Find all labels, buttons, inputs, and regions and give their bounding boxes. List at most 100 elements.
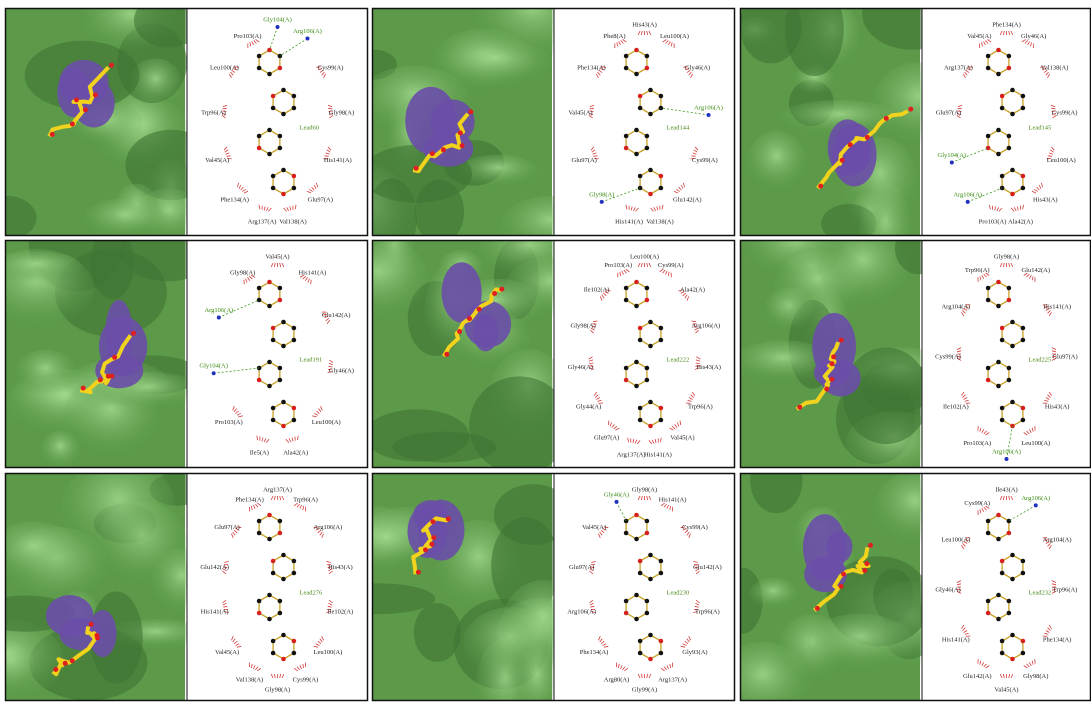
atom (267, 384, 272, 389)
oxygen (50, 132, 55, 137)
atom (648, 344, 653, 349)
residue-label: Gly98(A) (1023, 673, 1048, 680)
atom (267, 304, 272, 309)
residue-label: Glu97(A) (308, 196, 333, 203)
residue-label: Ala42(A) (283, 449, 308, 456)
atom (624, 134, 629, 139)
residue-label: Gly104(A) (263, 16, 292, 23)
surface-lobe (414, 603, 461, 662)
atom (271, 94, 276, 99)
atom (1007, 146, 1012, 151)
residue-label: His141(A) (615, 219, 643, 226)
atom (257, 146, 262, 151)
oxygen (797, 405, 802, 410)
atom (257, 66, 262, 71)
atom (996, 128, 1001, 133)
atom (659, 651, 664, 656)
atom (257, 298, 262, 303)
atom (648, 424, 653, 429)
oxygen (109, 63, 114, 68)
oxygen (492, 291, 497, 296)
atom (1007, 531, 1012, 536)
atom (986, 378, 991, 383)
residue-atom (950, 160, 954, 164)
atom (278, 66, 283, 71)
oxygen (74, 97, 79, 102)
atom (1021, 326, 1026, 331)
residue-label: Arg137(A) (658, 677, 687, 684)
ligand-label: Lead276 (300, 589, 323, 596)
atom (659, 326, 664, 331)
atom (267, 593, 272, 598)
atom (271, 418, 276, 423)
oxygen (477, 307, 482, 312)
residue-label: Cys99(A) (1052, 109, 1078, 116)
oxygen (884, 116, 889, 121)
atom (659, 571, 664, 576)
residue-label: Cys99(A) (658, 262, 684, 269)
atom (257, 531, 262, 536)
residue-label: Val138(A) (279, 219, 306, 226)
residue-label: His141(A) (201, 609, 229, 616)
residue-label: Glu97(A) (936, 109, 961, 116)
atom (634, 48, 639, 53)
figure: Lead60Gly104(A)Arg106(A)Cys99(A)Gly98(A)… (0, 0, 1091, 703)
residue-label: Glu142(A) (693, 564, 722, 571)
atom (267, 128, 272, 133)
surface-lobe (843, 347, 930, 444)
residue-label: Gly98(A) (589, 191, 614, 198)
atom (281, 192, 286, 197)
atom (278, 378, 283, 383)
atom (996, 72, 1001, 77)
residue-label: Arg106(A) (293, 28, 322, 35)
residue-label: Leu100(A) (1021, 440, 1050, 447)
panel: Lead144His43(A)Leu100(A)Gly46(A)Arg106(A… (327, 0, 735, 263)
atom (1010, 192, 1015, 197)
residue-label: Trp96(A) (688, 403, 713, 410)
residue-label: Gly98(A) (994, 253, 1019, 260)
residue-label: His141(A) (1043, 303, 1071, 310)
panel: Lead60Gly104(A)Arg106(A)Cys99(A)Gly98(A)… (0, 0, 368, 242)
residue-atom (276, 25, 280, 29)
atom (1021, 406, 1026, 411)
ligand-label: Lead232 (1029, 589, 1052, 596)
atom (648, 577, 653, 582)
atom (648, 400, 653, 405)
residue-label: Leu100(A) (312, 419, 341, 426)
atom (624, 531, 629, 536)
residue-label: Arg104(A) (1043, 536, 1072, 543)
atom (1000, 338, 1005, 343)
oxygen (468, 109, 473, 114)
atom (278, 146, 283, 151)
atom (271, 651, 276, 656)
oxygen (70, 658, 75, 663)
residue-label: Glu142(A) (673, 196, 702, 203)
atom (257, 134, 262, 139)
atom (267, 360, 272, 365)
plot-area (922, 8, 1091, 236)
residue-label: Gly93(A) (682, 649, 707, 656)
atom (257, 378, 262, 383)
atom (292, 174, 297, 179)
oxygen (839, 584, 844, 589)
atom (648, 112, 653, 117)
residue-label: Leu100(A) (941, 536, 970, 543)
atom (634, 72, 639, 77)
atom (659, 94, 664, 99)
ligand-label: Lead191 (300, 356, 323, 363)
atom (624, 378, 629, 383)
atom (1007, 378, 1012, 383)
atom (645, 298, 650, 303)
atom (648, 168, 653, 173)
atom (996, 48, 1001, 53)
ligand-label: Lead145 (1029, 124, 1052, 131)
residue-label: Gly98(A) (329, 109, 354, 116)
oxygen (467, 316, 472, 321)
residue-label: Phe134(A) (220, 196, 249, 203)
residue-label: Phe134(A) (235, 496, 264, 503)
atom (281, 633, 286, 638)
atom (292, 106, 297, 111)
atom (638, 106, 643, 111)
residue-label: Gly98(A) (571, 323, 596, 330)
atom (645, 378, 650, 383)
